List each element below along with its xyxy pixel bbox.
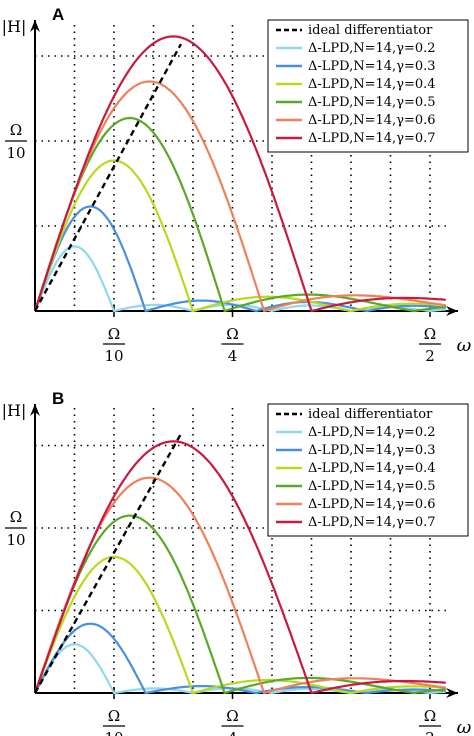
y-tick-label-den: 10 xyxy=(6,531,25,549)
panel-label: B xyxy=(52,389,64,408)
x-tick-label-den: 4 xyxy=(228,347,238,365)
x-tick-label-den: 10 xyxy=(104,729,123,736)
x-tick-label-num: Ω xyxy=(226,707,238,725)
series-line-gamma-7 xyxy=(33,440,446,695)
x-tick-label-den: 2 xyxy=(425,729,435,736)
legend-label: Δ-LPD,N=14,γ=0.2 xyxy=(308,425,436,440)
x-tick-label-num: Ω xyxy=(424,325,436,343)
y-tick-label-den: 10 xyxy=(6,144,25,162)
series-line-gamma-2 xyxy=(34,643,446,695)
legend-label: Δ-LPD,N=14,γ=0.5 xyxy=(308,95,436,110)
y-axis-arrow xyxy=(30,404,40,416)
legend-box xyxy=(267,19,469,153)
legend-label: Δ-LPD,N=14,γ=0.4 xyxy=(308,77,436,92)
panel-label: A xyxy=(52,5,64,24)
x-axis-label: ω xyxy=(457,335,472,356)
legend-label-ideal: ideal differentiator xyxy=(308,23,433,38)
series-line-gamma-4 xyxy=(33,555,446,695)
legend-label: Δ-LPD,N=14,γ=0.7 xyxy=(308,131,436,146)
y-axis-arrow xyxy=(30,20,40,32)
y-axis-label: |H| xyxy=(2,401,27,420)
legend-label: Δ-LPD,N=14,γ=0.6 xyxy=(308,497,436,512)
ideal-differentiator-line xyxy=(33,433,182,694)
legend: ideal differentiator Δ-LPD,N=14,γ=0.2 Δ-LP… xyxy=(267,403,469,537)
series-line-gamma-6 xyxy=(33,476,446,695)
legend-label: Δ-LPD,N=14,γ=0.6 xyxy=(308,113,436,128)
legend-label: Δ-LPD,N=14,γ=0.2 xyxy=(308,41,436,56)
x-tick-label-num: Ω xyxy=(424,707,436,725)
series-line-gamma-2 xyxy=(33,245,446,313)
ideal-differentiator-line xyxy=(33,43,182,312)
series-line-gamma-7 xyxy=(33,35,446,313)
x-axis-arrow xyxy=(446,306,458,316)
series-line-gamma-3 xyxy=(33,205,446,313)
legend-label: Δ-LPD,N=14,γ=0.4 xyxy=(308,461,436,476)
x-axis-arrow xyxy=(446,688,458,698)
legend-label-ideal: ideal differentiator xyxy=(308,407,433,422)
x-tick-label-den: 10 xyxy=(104,347,123,365)
x-tick-label-den: 4 xyxy=(228,729,238,736)
legend-label: Δ-LPD,N=14,γ=0.3 xyxy=(308,59,436,74)
legend-label: Δ-LPD,N=14,γ=0.7 xyxy=(308,515,436,530)
x-tick-label-den: 2 xyxy=(425,347,435,365)
series-line-gamma-4 xyxy=(33,159,446,313)
x-tick-label-num: Ω xyxy=(226,325,238,343)
legend-label: Δ-LPD,N=14,γ=0.5 xyxy=(308,479,436,494)
x-axis-label: ω xyxy=(457,717,472,736)
series-line-gamma-6 xyxy=(33,80,446,313)
series-line-gamma-3 xyxy=(34,622,446,695)
series-line-gamma-5 xyxy=(33,116,446,313)
legend: ideal differentiator Δ-LPD,N=14,γ=0.2 Δ-LP… xyxy=(267,19,469,153)
series-line-gamma-5 xyxy=(33,514,446,695)
x-tick-label-num: Ω xyxy=(108,707,120,725)
legend-label: Δ-LPD,N=14,γ=0.3 xyxy=(308,443,436,458)
legend-box xyxy=(267,403,469,537)
x-tick-label-num: Ω xyxy=(108,325,120,343)
y-tick-label-num: Ω xyxy=(10,508,22,526)
y-tick-label-num: Ω xyxy=(10,121,22,139)
y-axis-label: |H| xyxy=(2,17,27,36)
